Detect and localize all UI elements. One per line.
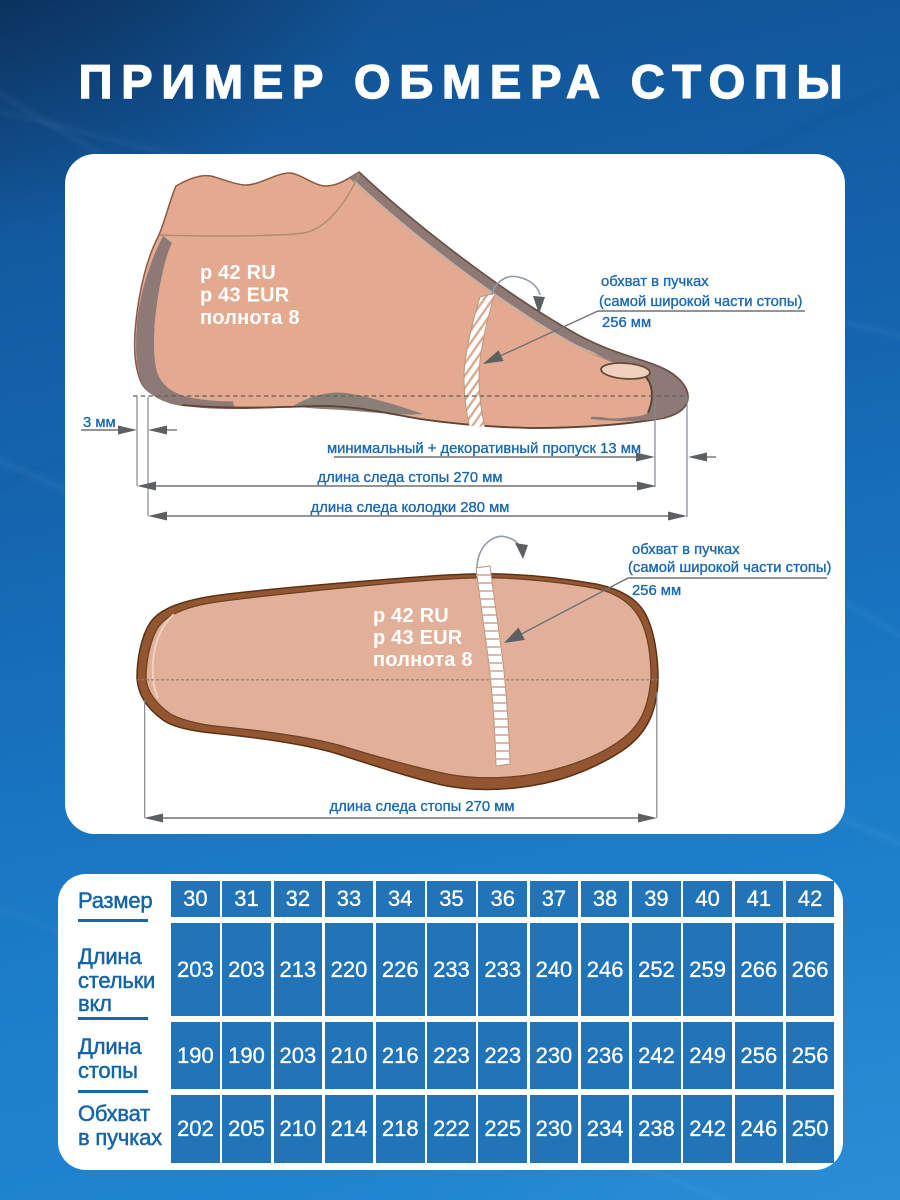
svg-text:256 мм: 256 мм <box>602 315 651 331</box>
svg-text:полнота 8: полнота 8 <box>373 649 473 671</box>
svg-text:3 мм: 3 мм <box>83 415 116 431</box>
svg-text:р 42 RU: р 42 RU <box>373 605 449 627</box>
svg-text:длина следа стопы 270 мм: длина следа стопы 270 мм <box>317 470 502 486</box>
svg-text:обхват в пучках: обхват в пучках <box>601 274 709 290</box>
svg-text:длина следа стопы 270 мм: длина следа стопы 270 мм <box>329 799 514 815</box>
svg-text:длина следа колодки 280 мм: длина следа колодки 280 мм <box>311 500 510 516</box>
svg-text:р 43 EUR: р 43 EUR <box>200 285 290 307</box>
svg-text:р 43 EUR: р 43 EUR <box>373 627 463 649</box>
svg-text:(самой широкой части стопы): (самой широкой части стопы) <box>599 294 803 310</box>
svg-text:полнота 8: полнота 8 <box>200 307 300 329</box>
svg-text:обхват в пучках: обхват в пучках <box>632 542 740 558</box>
svg-text:р 42 RU: р 42 RU <box>200 262 276 284</box>
svg-text:минимальный + декоративный про: минимальный + декоративный пропуск 13 мм <box>327 441 641 457</box>
svg-text:256 мм: 256 мм <box>632 583 681 599</box>
svg-text:(самой широкой части стопы): (самой широкой части стопы) <box>628 560 832 576</box>
